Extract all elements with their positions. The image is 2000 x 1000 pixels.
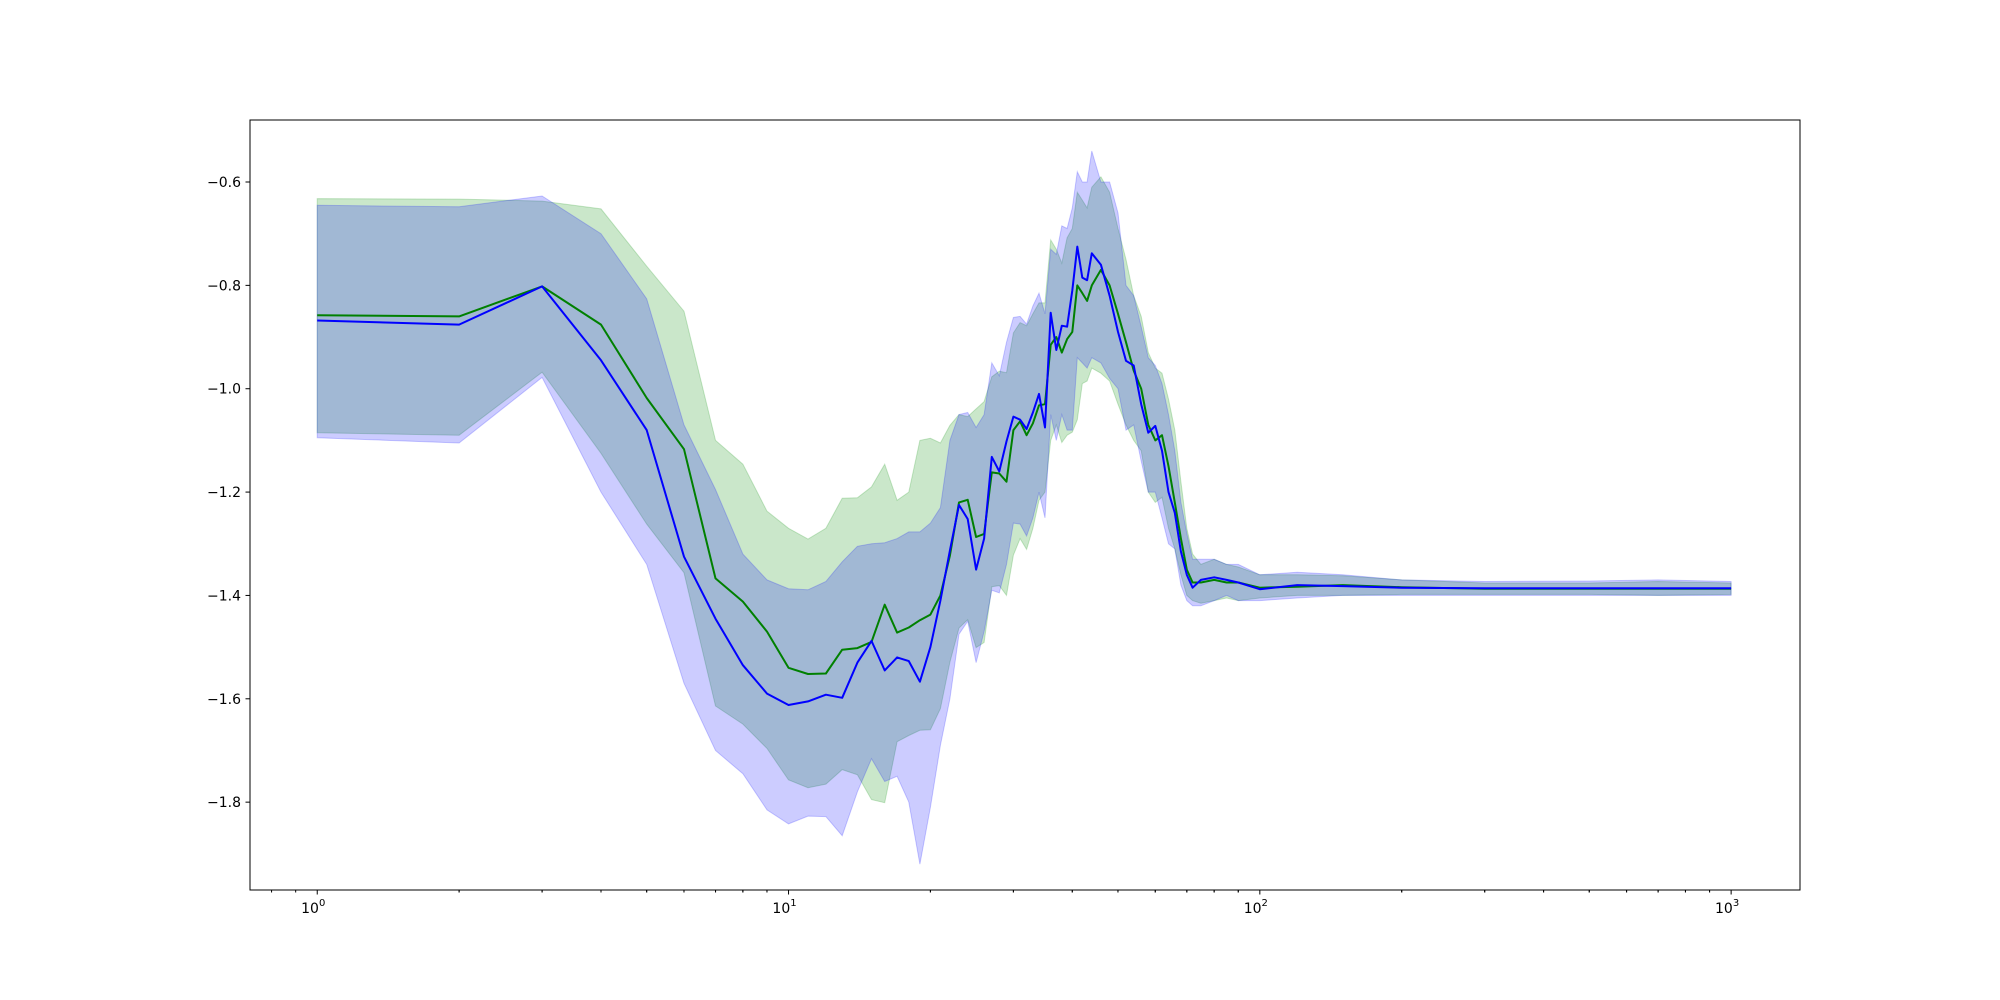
- x-tick-label: 102: [1244, 898, 1268, 917]
- y-tick-label: −0.6: [207, 175, 241, 191]
- confidence-bands: [316, 150, 1732, 865]
- x-tick-label: 103: [1715, 898, 1739, 917]
- y-tick-label: −1.6: [207, 692, 241, 708]
- plot-frame: [249, 119, 1801, 891]
- series-2-line: [317, 245, 1732, 706]
- series-1-band: [316, 175, 1732, 804]
- y-tick-label: −1.2: [207, 485, 241, 501]
- y-tick-label: −1.0: [207, 382, 241, 398]
- y-tick-label: −1.4: [207, 588, 241, 604]
- x-tick-label: 100: [301, 898, 325, 917]
- x-axis: 100 101 102 103: [271, 890, 1739, 917]
- y-tick-label: −0.8: [207, 278, 241, 294]
- series-lines: [317, 245, 1732, 706]
- series-2-band: [316, 150, 1732, 865]
- x-tick-label: 101: [772, 898, 796, 917]
- y-axis: −0.6 −0.8 −1.0 −1.2 −1.4 −1.6 −1.8: [207, 175, 250, 811]
- y-tick-label: −1.8: [207, 795, 241, 811]
